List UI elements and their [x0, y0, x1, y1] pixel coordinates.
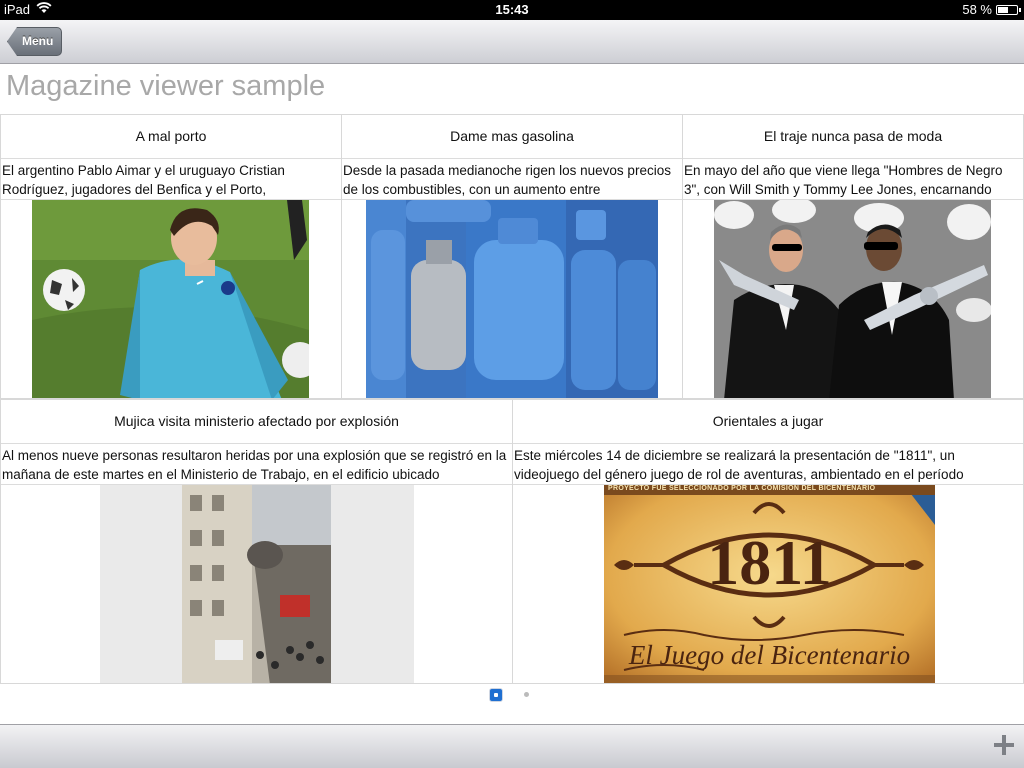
- page-control[interactable]: [0, 688, 1024, 702]
- article-excerpt: En mayo del año que viene llega "Hombres…: [683, 158, 1023, 200]
- article-title: El traje nunca pasa de moda: [683, 115, 1023, 159]
- add-icon[interactable]: [992, 733, 1016, 757]
- article-title: Mujica visita ministerio afectado por ex…: [1, 400, 512, 444]
- article-excerpt: Desde la pasada medianoche rigen los nue…: [342, 158, 682, 200]
- image-number: 1811: [707, 527, 832, 598]
- article-excerpt: Este miércoles 14 de diciembre se realiz…: [513, 443, 1023, 485]
- article-title: A mal porto: [1, 115, 341, 159]
- menu-back-button[interactable]: Menu: [7, 27, 63, 56]
- wifi-icon: [36, 2, 52, 17]
- status-time: 15:43: [495, 2, 529, 17]
- status-bar: iPad 15:43 58 %: [0, 0, 1024, 20]
- image-caption: El Juego del Bicentenario: [628, 640, 911, 670]
- device-name: iPad: [4, 2, 31, 17]
- article-title: Orientales a jugar: [513, 400, 1023, 444]
- article-image: [100, 485, 414, 683]
- page-dot-active[interactable]: [489, 688, 503, 702]
- bottom-toolbar: [0, 724, 1024, 768]
- article-image: [366, 200, 658, 398]
- top-toolbar: Menu: [0, 20, 1024, 64]
- article-excerpt: El argentino Pablo Aimar y el uruguayo C…: [1, 158, 341, 200]
- battery-percent: 58 %: [962, 2, 992, 17]
- battery-icon: [996, 4, 1021, 15]
- article-image: PROYECTO FUE SELECCIONADO POR LA COMISIO…: [604, 485, 935, 683]
- article-tile[interactable]: El traje nunca pasa de moda En mayo del …: [682, 114, 1024, 399]
- article-excerpt: Al menos nueve personas resultaron herid…: [1, 443, 512, 485]
- article-tile[interactable]: Dame mas gasolina Desde la pasada median…: [341, 114, 683, 399]
- page-dot[interactable]: [524, 692, 529, 697]
- article-tile[interactable]: A mal porto El argentino Pablo Aimar y e…: [0, 114, 342, 399]
- battery-fill: [998, 6, 1009, 13]
- article-tile[interactable]: Mujica visita ministerio afectado por ex…: [0, 399, 513, 684]
- article-image: [32, 200, 309, 398]
- article-tile[interactable]: Orientales a jugar Este miércoles 14 de …: [512, 399, 1024, 684]
- article-image: [714, 200, 991, 398]
- image-banner-text: PROYECTO FUE SELECCIONADO POR LA COMISIO…: [608, 485, 876, 492]
- page-title: Magazine viewer sample: [6, 70, 326, 102]
- article-title: Dame mas gasolina: [342, 115, 682, 159]
